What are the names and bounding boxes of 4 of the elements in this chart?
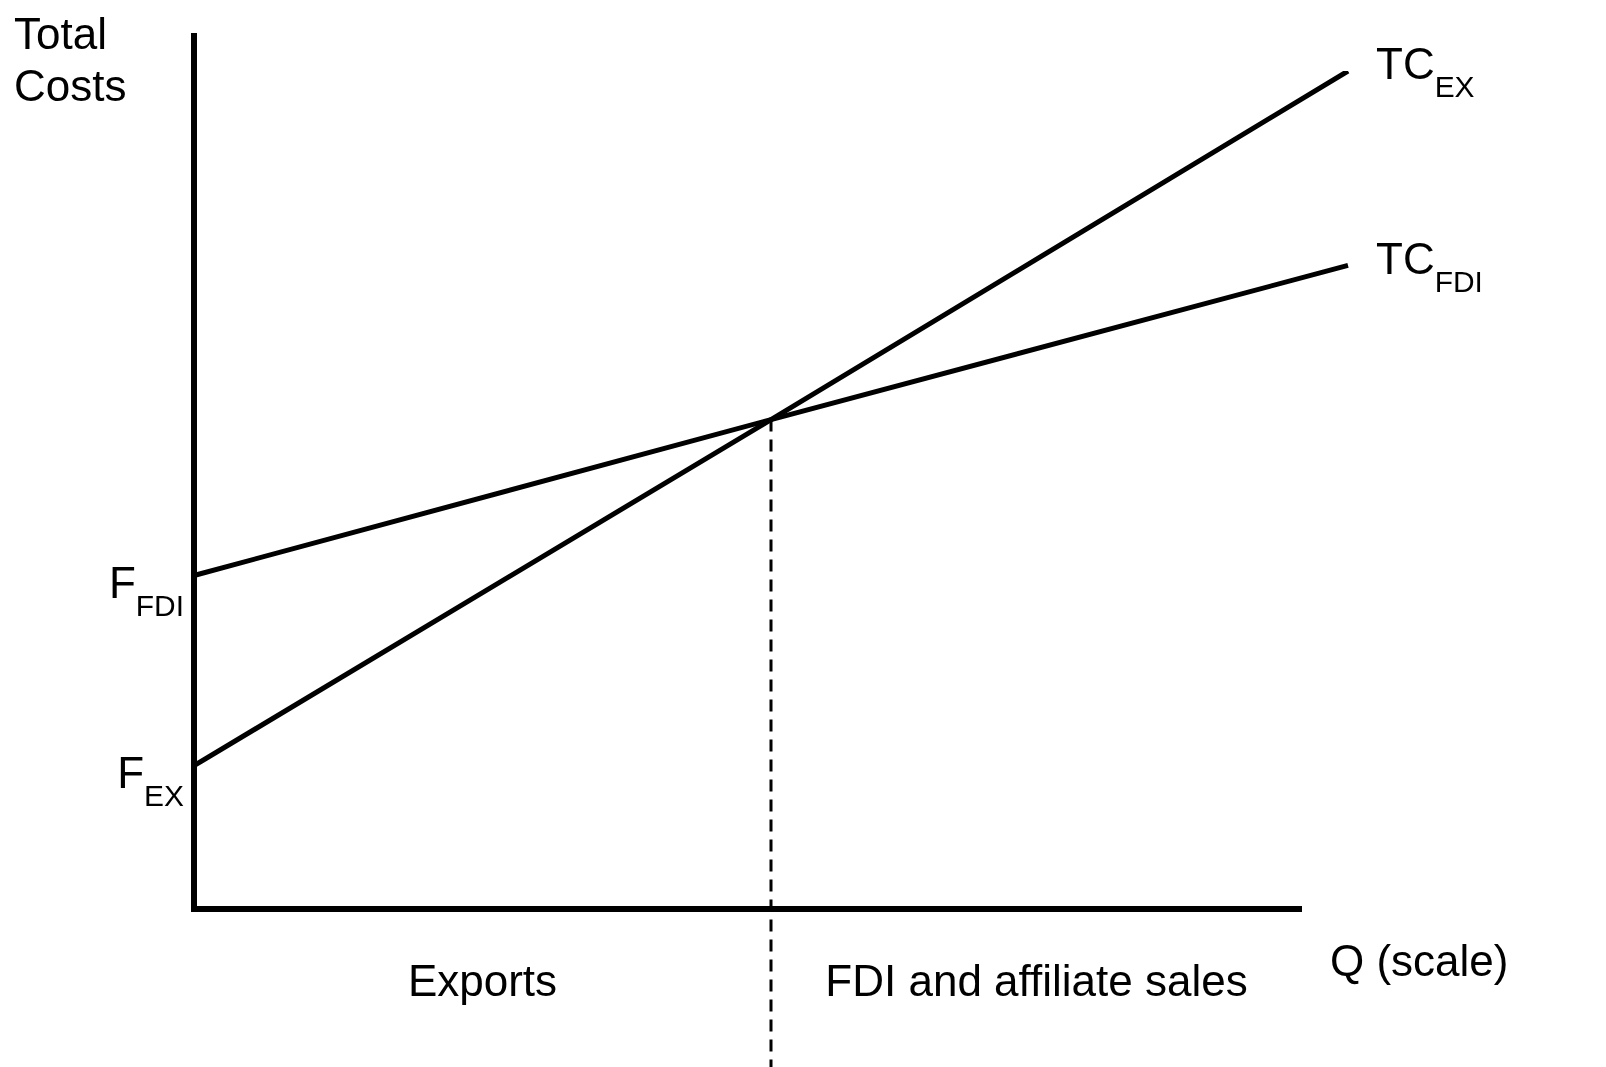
text: FDI and affiliate sales xyxy=(825,956,1248,1006)
x-axis-title: Q (scale) xyxy=(1330,935,1509,987)
y-axis-title: Total Costs xyxy=(14,8,128,112)
text: Exports xyxy=(407,956,558,1006)
